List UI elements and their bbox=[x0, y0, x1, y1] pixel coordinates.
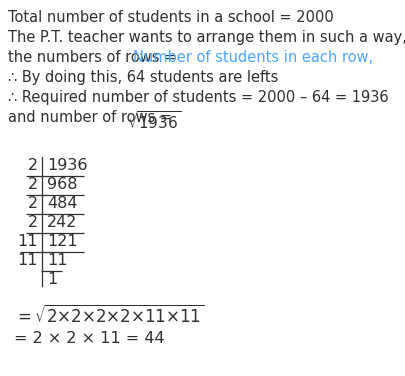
Text: 1: 1 bbox=[47, 272, 57, 287]
Text: 2: 2 bbox=[28, 196, 38, 211]
Text: Total number of students in a school = 2000: Total number of students in a school = 2… bbox=[8, 10, 334, 25]
Text: The P.T. teacher wants to arrange them in such a way,: The P.T. teacher wants to arrange them i… bbox=[8, 30, 405, 45]
Text: the numbers of rows =: the numbers of rows = bbox=[8, 50, 181, 65]
Text: 11: 11 bbox=[17, 253, 38, 268]
Text: 2: 2 bbox=[28, 215, 38, 230]
Text: and number of rows =: and number of rows = bbox=[8, 110, 177, 125]
Text: $\sqrt{1936}$: $\sqrt{1936}$ bbox=[127, 110, 181, 132]
Text: Number of students in each row,: Number of students in each row, bbox=[133, 50, 373, 65]
Text: ∴ Required number of students = 2000 – 64 = 1936: ∴ Required number of students = 2000 – 6… bbox=[8, 90, 389, 105]
Text: 11: 11 bbox=[47, 253, 68, 268]
Text: 1936: 1936 bbox=[47, 158, 87, 173]
Text: 121: 121 bbox=[47, 234, 78, 249]
Text: 2: 2 bbox=[28, 158, 38, 173]
Text: 484: 484 bbox=[47, 196, 77, 211]
Text: 242: 242 bbox=[47, 215, 77, 230]
Text: $= \sqrt{2{\times}2{\times}2{\times}2{\times}11{\times}11}$: $= \sqrt{2{\times}2{\times}2{\times}2{\t… bbox=[14, 305, 205, 327]
Text: = 2 × 2 × 11 = 44: = 2 × 2 × 11 = 44 bbox=[14, 331, 164, 346]
Text: 968: 968 bbox=[47, 177, 77, 192]
Text: ∴ By doing this, 64 students are lefts: ∴ By doing this, 64 students are lefts bbox=[8, 70, 278, 85]
Text: 11: 11 bbox=[17, 234, 38, 249]
Text: 2: 2 bbox=[28, 177, 38, 192]
